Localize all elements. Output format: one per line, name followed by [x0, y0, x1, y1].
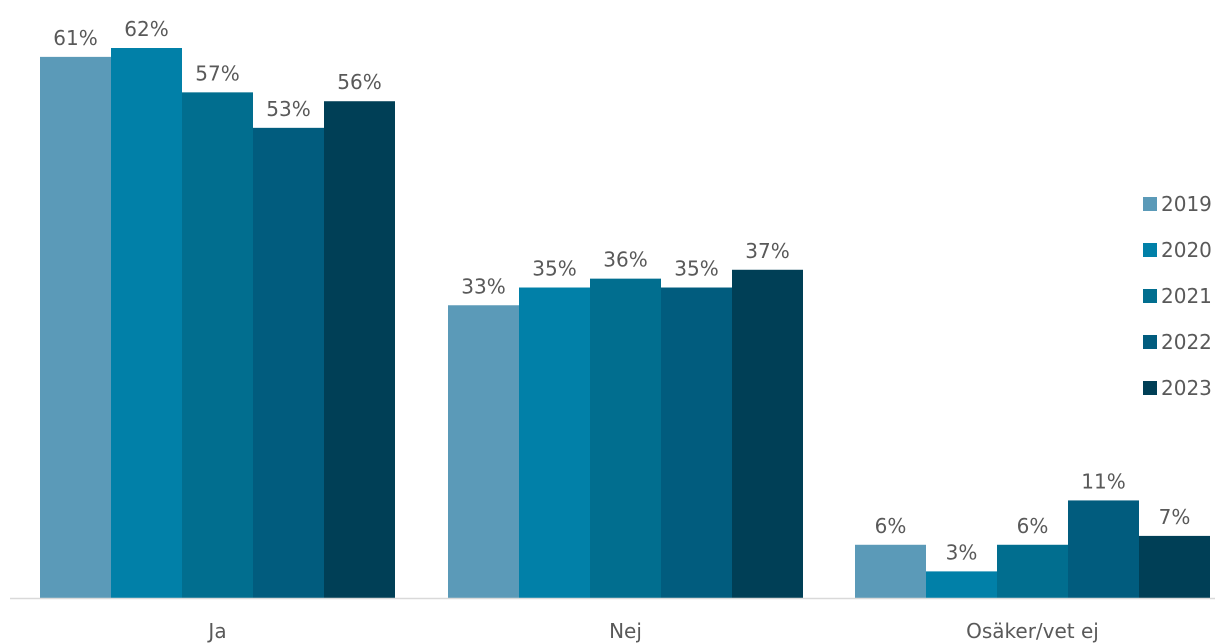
value-label-2020-Nej: 35%	[532, 257, 576, 281]
bar-2020-Ja	[111, 48, 182, 598]
value-label-2021-Osäker/vet ej: 6%	[1017, 514, 1049, 538]
value-label-2019-Ja: 61%	[53, 26, 97, 50]
value-label-2019-Osäker/vet ej: 6%	[875, 514, 907, 538]
value-label-2020-Osäker/vet ej: 3%	[946, 540, 978, 564]
bar-2023-Ja	[324, 101, 395, 599]
bar-2020-Nej	[519, 287, 590, 598]
category-label-2: Osäker/vet ej	[966, 619, 1099, 643]
value-label-2022-Ja: 53%	[266, 97, 310, 121]
legend-swatch-2023	[1143, 381, 1157, 395]
value-label-2021-Ja: 57%	[195, 61, 239, 85]
value-label-2023-Ja: 56%	[337, 70, 381, 94]
value-label-2021-Nej: 36%	[603, 248, 647, 272]
bar-2022-Ja	[253, 127, 324, 598]
value-labels-layer: 61% 62% 57% 53% 56% 33% 35% 36% 35% 37% 6% 3% 6% 11% 7…	[53, 17, 1190, 564]
legend-label-2020: 2020	[1161, 238, 1212, 262]
bar-2021-Ja	[182, 92, 253, 599]
bar-2023-Osäker/vet ej	[1139, 535, 1210, 598]
legend-swatch-2020	[1143, 243, 1157, 257]
value-label-2023-Osäker/vet ej: 7%	[1159, 505, 1191, 529]
bar-2019-Ja	[40, 56, 111, 598]
bar-2023-Nej	[732, 269, 803, 598]
legend-label-2023: 2023	[1161, 376, 1212, 400]
category-label-0: Ja	[206, 619, 226, 643]
value-label-2022-Nej: 35%	[674, 257, 718, 281]
bar-2022-Nej	[661, 287, 732, 598]
category-label-1: Nej	[609, 619, 642, 643]
bar-2021-Nej	[590, 278, 661, 598]
legend: 2019 2020 2021 2022 2023	[1143, 192, 1212, 400]
value-label-2023-Nej: 37%	[745, 239, 789, 263]
legend-label-2019: 2019	[1161, 192, 1212, 216]
legend-label-2022: 2022	[1161, 330, 1212, 354]
bar-2019-Nej	[448, 305, 519, 598]
legend-swatch-2022	[1143, 335, 1157, 349]
bar-2021-Osäker/vet ej	[997, 544, 1068, 598]
bar-2019-Osäker/vet ej	[855, 544, 926, 598]
value-label-2019-Nej: 33%	[461, 274, 505, 298]
legend-swatch-2021	[1143, 289, 1157, 303]
legend-swatch-2019	[1143, 197, 1157, 211]
bar-2022-Osäker/vet ej	[1068, 500, 1139, 598]
value-label-2020-Ja: 62%	[124, 17, 168, 41]
bar-2020-Osäker/vet ej	[926, 571, 997, 598]
bars-layer	[40, 48, 1210, 599]
legend-label-2021: 2021	[1161, 284, 1212, 308]
value-label-2022-Osäker/vet ej: 11%	[1081, 469, 1125, 493]
category-labels-layer: Ja Nej Osäker/vet ej	[206, 619, 1098, 643]
